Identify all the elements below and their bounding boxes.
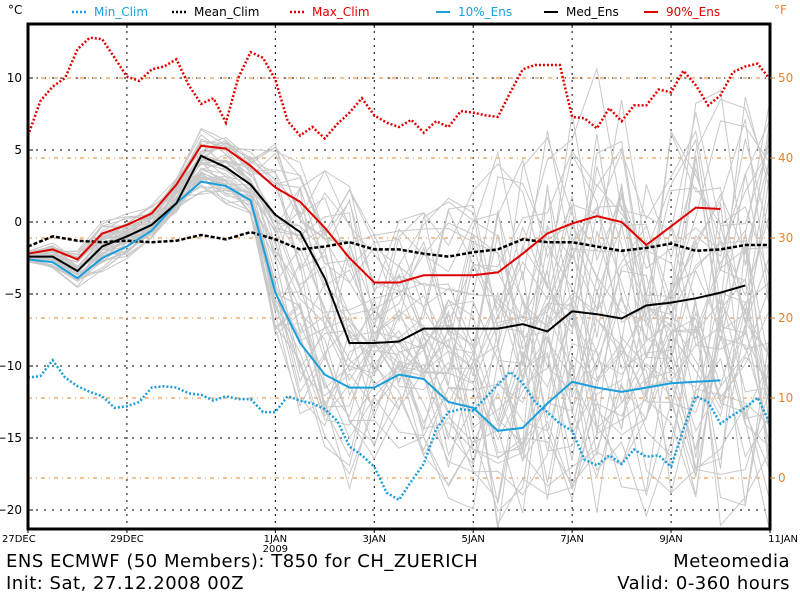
grid (28, 24, 770, 529)
init-time: Init: Sat, 27.12.2008 00Z (6, 573, 245, 594)
ensemble-member-line (27, 175, 771, 513)
ensemble-members (27, 66, 771, 533)
x-tick-label: 7JAN (560, 534, 583, 545)
y-tick-label: −15 (0, 431, 22, 445)
y-tick-label: −10 (0, 359, 22, 373)
y-tick-label-right: 20 (778, 311, 793, 325)
y-tick-label-right: 10 (778, 391, 793, 405)
legend-label: Med_Ens (566, 5, 619, 19)
ensemble-member-line (27, 178, 771, 527)
series-lines (26, 36, 772, 502)
ensemble-member-line (27, 89, 771, 322)
ensemble-member-line (27, 168, 771, 440)
legend-label: 90%_Ens (666, 5, 720, 19)
ensemble-member-line (27, 171, 771, 496)
source-label: Meteomedia (673, 551, 790, 572)
x-tick-label: 29DEC (110, 534, 144, 545)
series-max-clim (26, 36, 771, 141)
ensemble-member-line (27, 98, 771, 328)
y-tick-label: 5 (14, 143, 22, 157)
x-tick-label: 3JAN (363, 534, 386, 545)
ensemble-member-line (27, 176, 771, 514)
x-tick-sublabel: 2009 (263, 544, 288, 555)
legend-label: Min_Clim (94, 5, 148, 19)
legend-label: Max_Clim (312, 5, 370, 19)
legend-label: Mean_Clim (194, 5, 259, 19)
x-tick-label: 5JAN (461, 534, 484, 545)
series-90-ens (27, 144, 721, 284)
y-tick-label: 0 (14, 215, 22, 229)
y-tick-label-right: 50 (778, 71, 793, 85)
x-tick-label: 11JAN (768, 534, 798, 545)
y-tick-label-right: 40 (778, 151, 793, 165)
x-tick-label: 1JAN (264, 534, 287, 545)
series-mean-clim (27, 230, 770, 258)
y-tick-label: −5 (4, 287, 22, 301)
ensemble-member-line (27, 66, 771, 321)
fahrenheit-unit-label: °F (774, 3, 787, 17)
chart-title: ENS ECMWF (50 Members): T850 for CH_ZUER… (6, 551, 479, 572)
ensemble-member-line (27, 176, 771, 498)
y-tick-label-right: 30 (778, 231, 793, 245)
x-tick-label: 27DEC (2, 534, 36, 545)
y-tick-label: 10 (7, 71, 22, 85)
series-med-ens (28, 154, 746, 344)
series-10-ens (27, 180, 721, 432)
x-tick-label: 9JAN (659, 534, 682, 545)
ensemble-member-line (27, 167, 771, 469)
ensemble-member-line (27, 133, 771, 373)
valid-range: Valid: 0-360 hours (617, 573, 790, 594)
axes (26, 22, 775, 533)
ensemble-member-line (27, 156, 771, 351)
y-tick-label-right: 0 (778, 471, 786, 485)
plot-frame (26, 22, 772, 531)
y-tick-label: −20 (0, 503, 22, 517)
ensemble-member-line (27, 179, 771, 533)
series-min-clim (27, 358, 772, 502)
ensemble-member-line (27, 160, 771, 452)
legend-label: 10%_Ens (458, 5, 512, 19)
legend: Min_Clim Mean_Clim Max_Clim 10%_Ens Med_Ens 9… (72, 5, 720, 19)
celsius-unit-label: °C (8, 3, 22, 17)
